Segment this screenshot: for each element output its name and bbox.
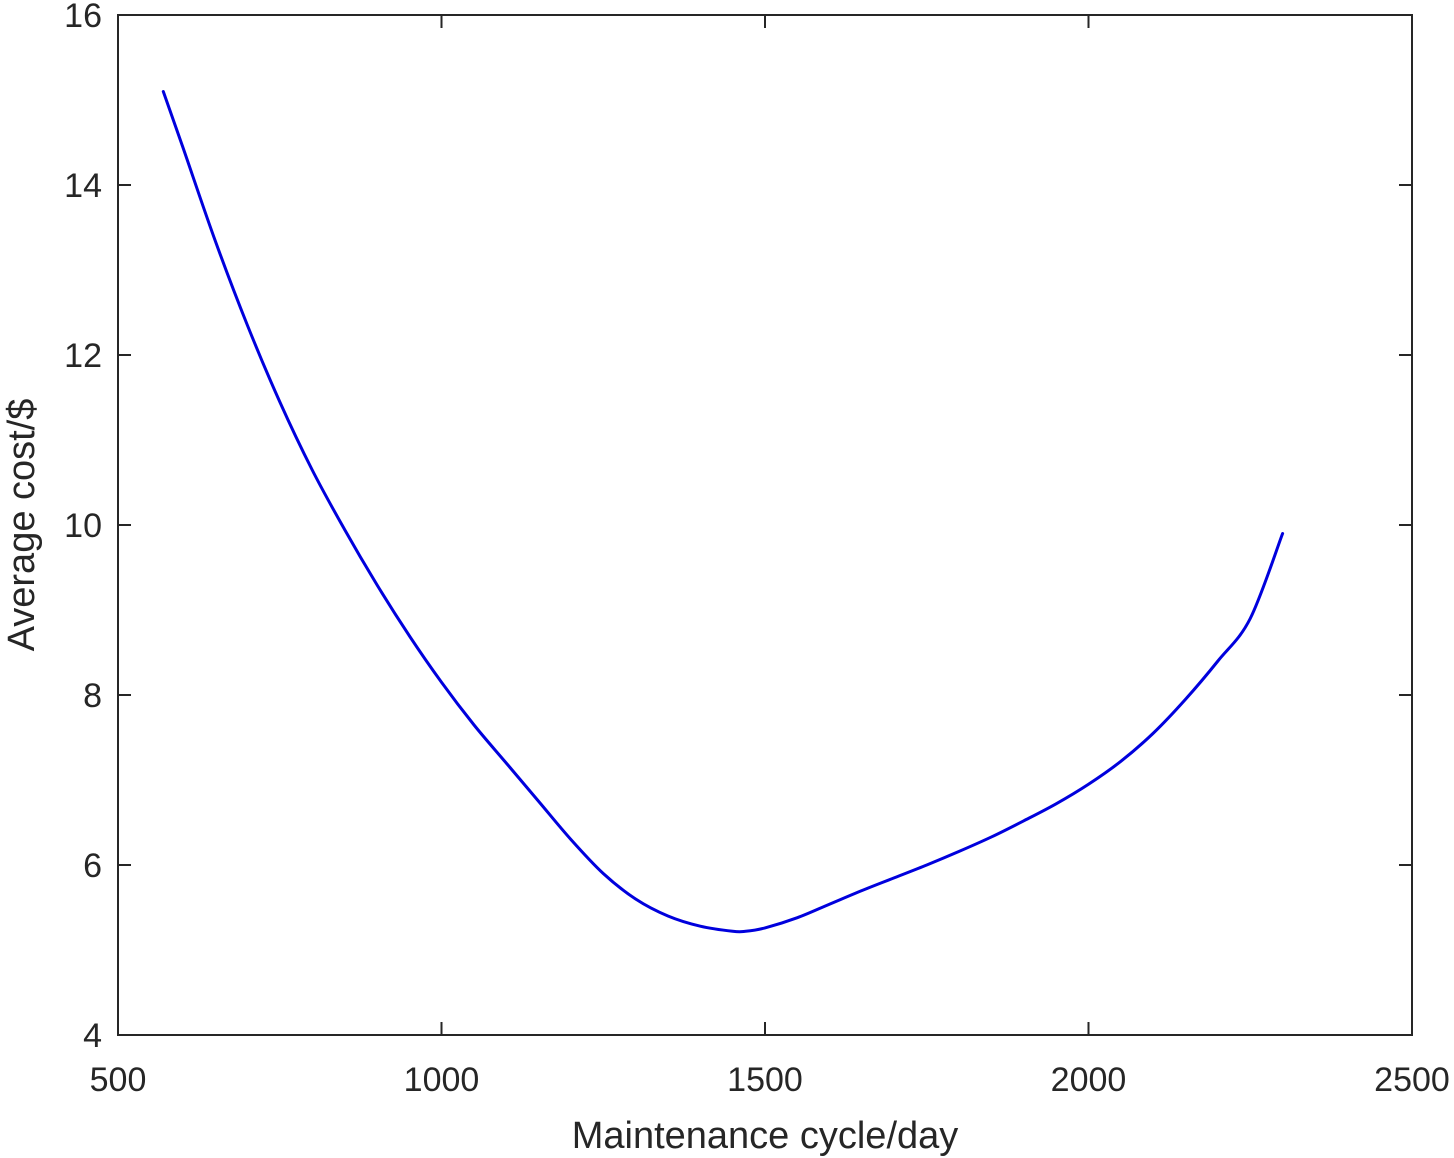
axis-ticks [117,14,1413,1036]
y-tick-label: 8 [83,677,102,715]
x-tick-label: 1000 [404,1061,480,1099]
x-tick-label: 2500 [1374,1061,1450,1099]
y-tick-label: 6 [83,847,102,885]
x-tick-labels: 500 1000 1500 2000 2500 [90,1061,1450,1099]
x-tick-label: 500 [90,1061,147,1099]
y-tick-label: 14 [64,167,102,205]
x-tick-label: 1500 [727,1061,803,1099]
y-tick-label: 10 [64,507,102,545]
y-axis-label: Average cost/$ [1,399,43,652]
y-tick-label: 16 [64,0,102,35]
x-axis-label: Maintenance cycle/day [572,1115,959,1157]
plot-area [117,14,1413,1036]
x-tick-label: 2000 [1051,1061,1127,1099]
y-tick-label: 4 [83,1017,102,1055]
y-tick-labels: 4 6 8 10 12 14 16 [64,0,102,1055]
series-line [161,90,1285,934]
y-tick-label: 12 [64,337,102,375]
